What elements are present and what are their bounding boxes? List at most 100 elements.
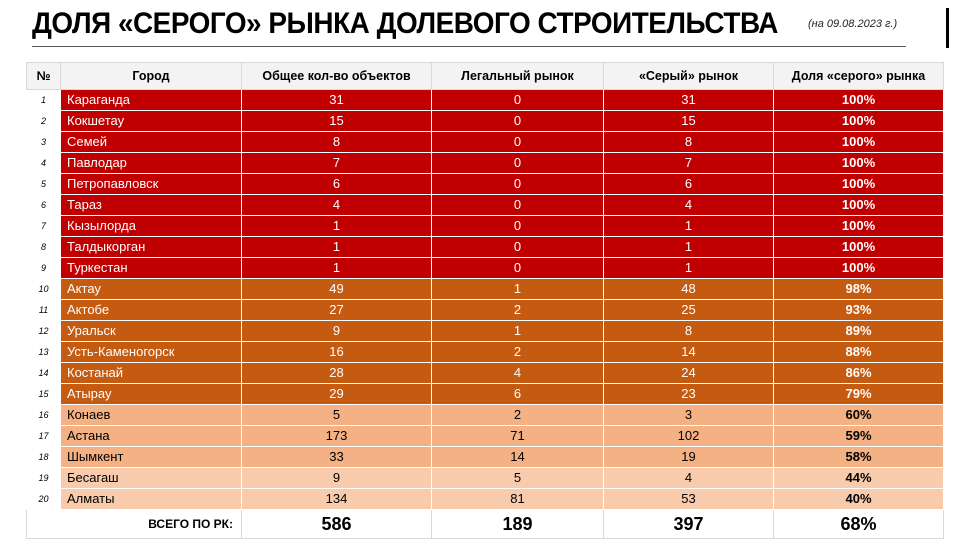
gray-market-count: 48 (603, 278, 774, 300)
total-objects: 1 (241, 257, 432, 279)
totals-row: ВСЕГО ПО РК: 586 189 397 68% (26, 509, 944, 539)
gray-share: 100% (773, 131, 944, 153)
gray-market-count: 15 (603, 110, 774, 132)
gray-share: 58% (773, 446, 944, 468)
gray-share: 100% (773, 194, 944, 216)
gray-share: 88% (773, 341, 944, 363)
row-number: 18 (26, 446, 61, 468)
row-number: 14 (26, 362, 61, 384)
total-objects: 134 (241, 488, 432, 510)
date-subtitle: (на 09.08.2023 г.) (808, 18, 898, 30)
gray-market-count: 53 (603, 488, 774, 510)
gray-share: 100% (773, 110, 944, 132)
table-row: 10 Актау 49 1 48 98% (26, 278, 944, 300)
table-row: 4 Павлодар 7 0 7 100% (26, 152, 944, 174)
legal-market-count: 2 (431, 341, 604, 363)
total-objects: 9 (241, 467, 432, 489)
header-number: № (26, 62, 61, 90)
city-name: Кокшетау (60, 110, 242, 132)
table-row: 7 Кызылорда 1 0 1 100% (26, 215, 944, 237)
city-name: Атырау (60, 383, 242, 405)
total-objects: 28 (241, 362, 432, 384)
header-city: Город (60, 62, 242, 90)
gray-market-count: 31 (603, 89, 774, 111)
gray-market-count: 4 (603, 467, 774, 489)
row-number: 8 (26, 236, 61, 258)
row-number: 19 (26, 467, 61, 489)
total-objects: 16 (241, 341, 432, 363)
title-area: ДОЛЯ «СЕРОГО» РЫНКА ДОЛЕВОГО СТРОИТЕЛЬСТ… (32, 4, 912, 48)
header-gray-market: «Серый» рынок (603, 62, 774, 90)
legal-market-count: 0 (431, 89, 604, 111)
legal-market-count: 1 (431, 320, 604, 342)
page-title: ДОЛЯ «СЕРОГО» РЫНКА ДОЛЕВОГО СТРОИТЕЛЬСТ… (32, 7, 778, 40)
legal-market-count: 0 (431, 194, 604, 216)
header-total-objects: Общее кол-во объектов (241, 62, 432, 90)
gray-market-count: 19 (603, 446, 774, 468)
city-name: Усть-Каменогорск (60, 341, 242, 363)
legal-market-count: 14 (431, 446, 604, 468)
legal-market-count: 1 (431, 278, 604, 300)
gray-share: 100% (773, 89, 944, 111)
gray-share: 40% (773, 488, 944, 510)
table-body: 1 Караганда 31 0 31 100% 2 Кокшетау 15 0 15 100% 3 Се… (26, 89, 944, 510)
row-number: 11 (26, 299, 61, 321)
legal-market-count: 81 (431, 488, 604, 510)
total-objects: 173 (241, 425, 432, 447)
gray-share: 86% (773, 362, 944, 384)
side-accent-bar (946, 8, 949, 48)
gray-market-count: 102 (603, 425, 774, 447)
gray-market-count: 7 (603, 152, 774, 174)
row-number: 17 (26, 425, 61, 447)
row-number: 6 (26, 194, 61, 216)
legal-market-count: 2 (431, 299, 604, 321)
legal-market-count: 0 (431, 110, 604, 132)
total-objects: 8 (241, 131, 432, 153)
gray-share: 89% (773, 320, 944, 342)
gray-share: 100% (773, 257, 944, 279)
row-number: 20 (26, 488, 61, 510)
gray-share: 100% (773, 173, 944, 195)
table-row: 18 Шымкент 33 14 19 58% (26, 446, 944, 468)
gray-market-count: 14 (603, 341, 774, 363)
table-row: 5 Петропавловск 6 0 6 100% (26, 173, 944, 195)
city-name: Актау (60, 278, 242, 300)
gray-share: 98% (773, 278, 944, 300)
legal-market-count: 6 (431, 383, 604, 405)
city-name: Конаев (60, 404, 242, 426)
table-row: 6 Тараз 4 0 4 100% (26, 194, 944, 216)
gray-market-count: 8 (603, 131, 774, 153)
table-row: 12 Уральск 9 1 8 89% (26, 320, 944, 342)
row-number: 7 (26, 215, 61, 237)
row-number: 9 (26, 257, 61, 279)
gray-market-count: 4 (603, 194, 774, 216)
totals-gray-share: 68% (773, 509, 944, 539)
gray-market-count: 1 (603, 215, 774, 237)
legal-market-count: 0 (431, 236, 604, 258)
table-row: 17 Астана 173 71 102 59% (26, 425, 944, 447)
total-objects: 15 (241, 110, 432, 132)
legal-market-count: 0 (431, 152, 604, 174)
row-number: 1 (26, 89, 61, 111)
header-legal-market: Легальный рынок (431, 62, 604, 90)
legal-market-count: 5 (431, 467, 604, 489)
total-objects: 1 (241, 215, 432, 237)
city-name: Петропавловск (60, 173, 242, 195)
legal-market-count: 71 (431, 425, 604, 447)
city-name: Бесагаш (60, 467, 242, 489)
gray-market-count: 24 (603, 362, 774, 384)
table-row: 20 Алматы 134 81 53 40% (26, 488, 944, 510)
title-divider (32, 46, 906, 47)
total-objects: 29 (241, 383, 432, 405)
city-name: Павлодар (60, 152, 242, 174)
gray-market-table: № Город Общее кол-во объектов Легальный … (26, 62, 944, 539)
table-header-row: № Город Общее кол-во объектов Легальный … (26, 62, 944, 90)
totals-total-objects: 586 (241, 509, 432, 539)
gray-share: 60% (773, 404, 944, 426)
gray-market-count: 25 (603, 299, 774, 321)
city-name: Туркестан (60, 257, 242, 279)
table-row: 16 Конаев 5 2 3 60% (26, 404, 944, 426)
row-number: 4 (26, 152, 61, 174)
row-number: 12 (26, 320, 61, 342)
city-name: Семей (60, 131, 242, 153)
